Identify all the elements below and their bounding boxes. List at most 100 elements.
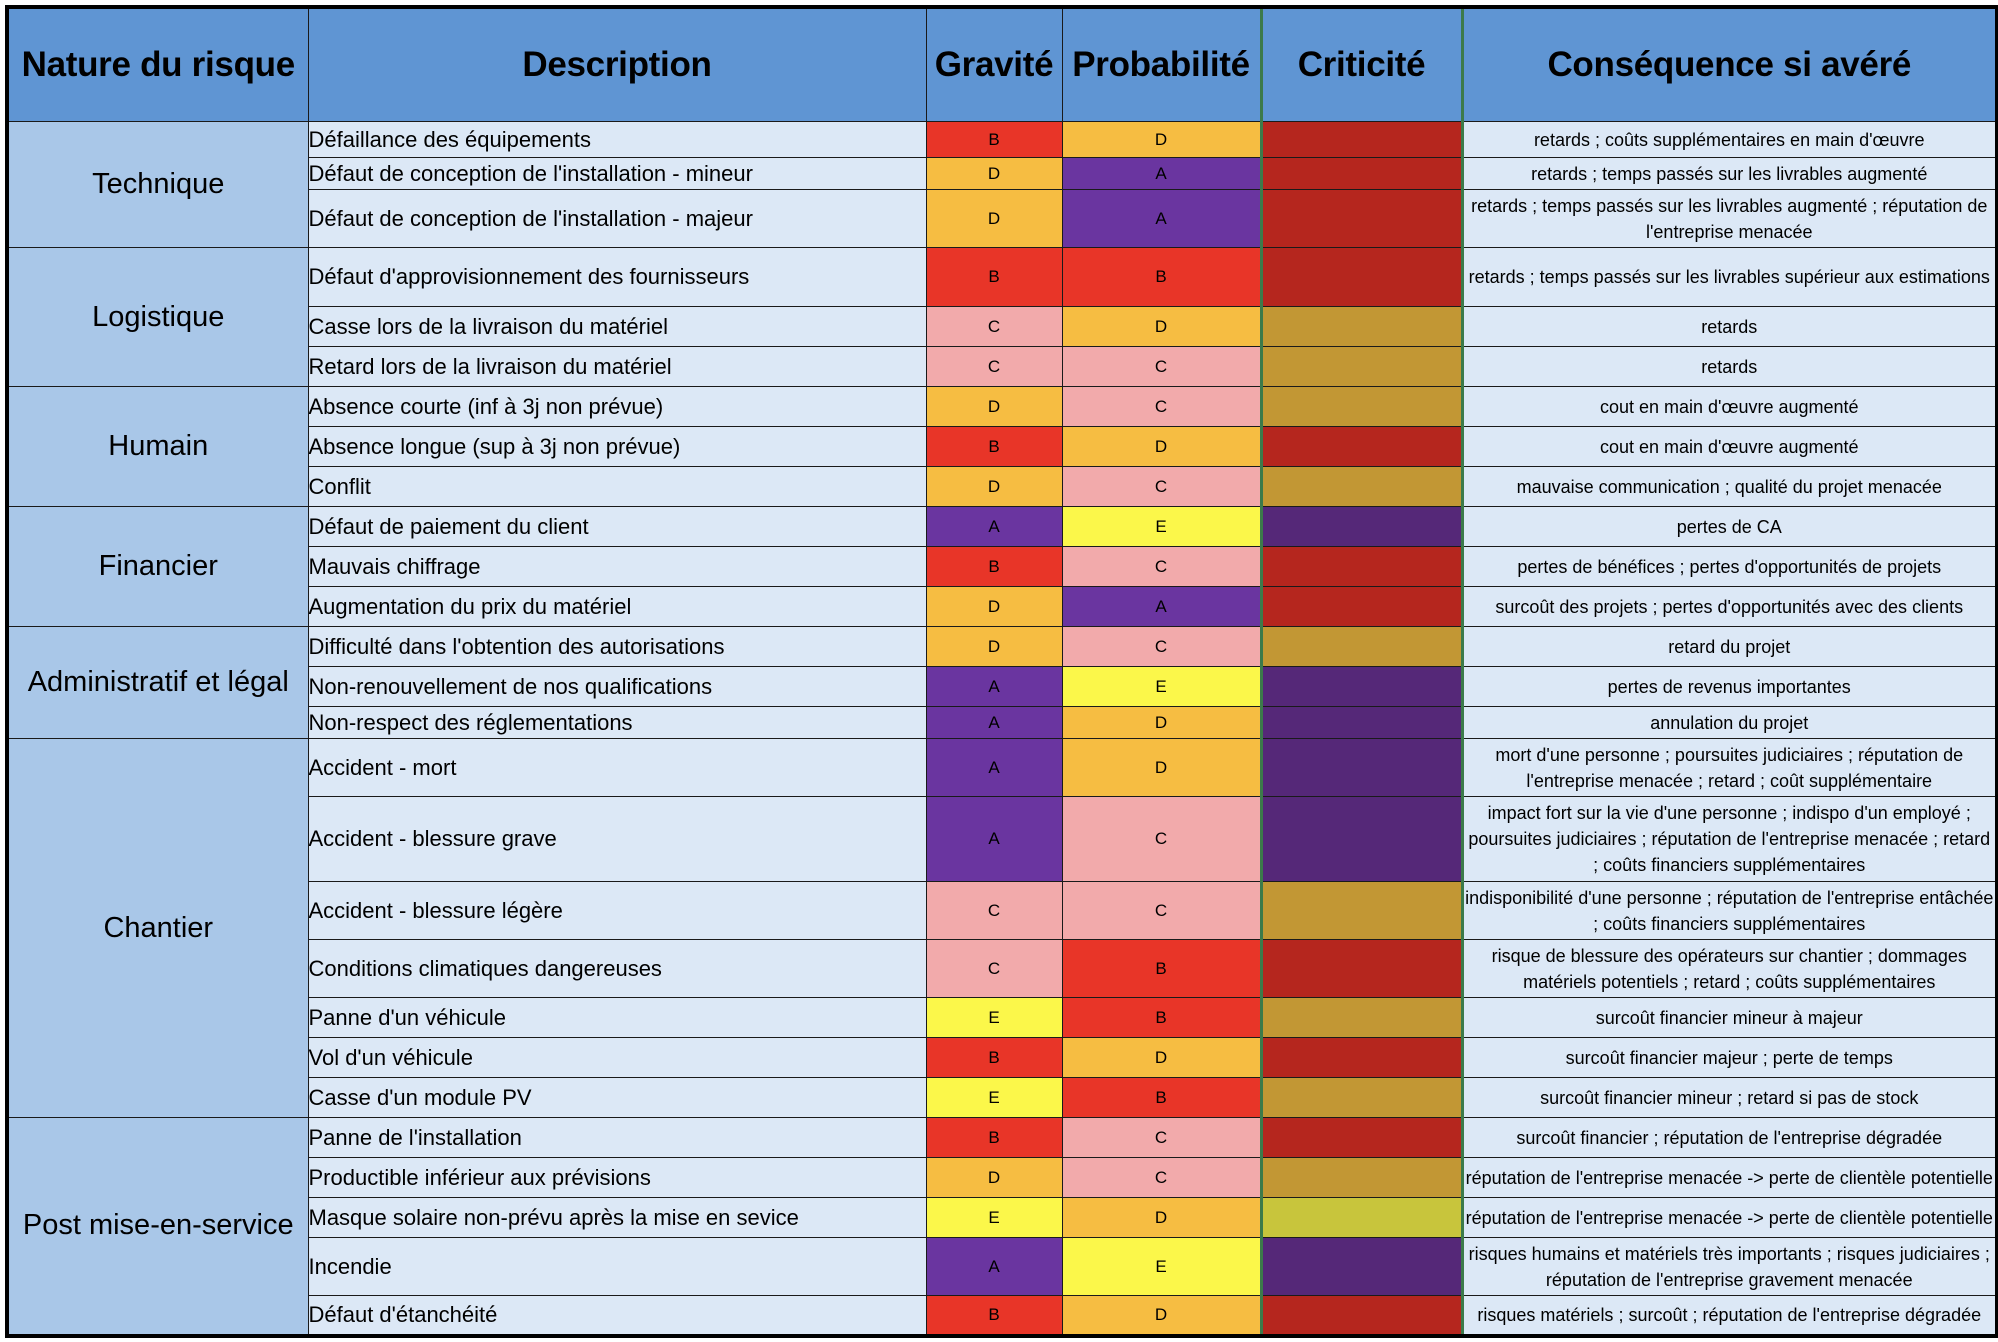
consequence-cell[interactable]: risques matériels ; surcoût ; réputation… <box>1461 1295 1998 1336</box>
gravite-cell[interactable]: A <box>925 506 1063 547</box>
probabilite-cell[interactable]: B <box>1061 1077 1262 1118</box>
probabilite-cell[interactable]: C <box>1061 546 1262 587</box>
category-cell[interactable]: Financier <box>6 506 309 627</box>
consequence-cell[interactable]: cout en main d'œuvre augmenté <box>1461 386 1998 427</box>
description-cell[interactable]: Défaut de conception de l'installation -… <box>307 189 927 248</box>
description-cell[interactable]: Productible inférieur aux prévisions <box>307 1157 927 1198</box>
gravite-cell[interactable]: D <box>925 157 1063 190</box>
gravite-cell[interactable]: B <box>925 247 1063 307</box>
consequence-cell[interactable]: retard du projet <box>1461 626 1998 667</box>
gravite-cell[interactable]: C <box>925 881 1063 940</box>
probabilite-cell[interactable]: A <box>1061 189 1262 248</box>
probabilite-cell[interactable]: C <box>1061 881 1262 940</box>
probabilite-cell[interactable]: D <box>1061 1197 1262 1238</box>
description-cell[interactable]: Retard lors de la livraison du matériel <box>307 346 927 387</box>
probabilite-cell[interactable]: C <box>1061 1157 1262 1198</box>
probabilite-cell[interactable]: A <box>1061 157 1262 190</box>
criticite-cell[interactable] <box>1259 1295 1464 1337</box>
description-cell[interactable]: Vol d'un véhicule <box>307 1037 927 1078</box>
criticite-cell[interactable] <box>1259 738 1464 797</box>
criticite-cell[interactable] <box>1259 1197 1464 1238</box>
description-cell[interactable]: Défaillance des équipements <box>307 121 927 158</box>
description-cell[interactable]: Difficulté dans l'obtention des autorisa… <box>307 626 927 667</box>
probabilite-cell[interactable]: B <box>1061 939 1262 998</box>
criticite-cell[interactable] <box>1259 1037 1464 1078</box>
category-cell[interactable]: Technique <box>6 121 309 248</box>
consequence-cell[interactable]: cout en main d'œuvre augmenté <box>1461 426 1998 467</box>
header-description[interactable]: Description <box>307 6 927 122</box>
gravite-cell[interactable]: C <box>925 306 1063 347</box>
criticite-cell[interactable] <box>1259 546 1464 587</box>
gravite-cell[interactable]: C <box>925 939 1063 998</box>
consequence-cell[interactable]: retards <box>1461 346 1998 387</box>
gravite-cell[interactable]: A <box>925 666 1063 707</box>
criticite-cell[interactable] <box>1259 626 1464 667</box>
criticite-cell[interactable] <box>1259 881 1464 940</box>
consequence-cell[interactable]: pertes de CA <box>1461 506 1998 547</box>
gravite-cell[interactable]: B <box>925 426 1063 467</box>
header-criticite[interactable]: Criticité <box>1259 5 1464 122</box>
criticite-cell[interactable] <box>1259 466 1464 507</box>
consequence-cell[interactable]: annulation du projet <box>1461 706 1998 739</box>
description-cell[interactable]: Augmentation du prix du matériel <box>307 586 927 627</box>
category-cell[interactable]: Chantier <box>6 738 309 1118</box>
criticite-cell[interactable] <box>1259 306 1464 347</box>
gravite-cell[interactable]: C <box>925 346 1063 387</box>
gravite-cell[interactable]: E <box>925 1197 1063 1238</box>
consequence-cell[interactable]: surcoût financier mineur à majeur <box>1461 997 1998 1038</box>
gravite-cell[interactable]: A <box>925 706 1063 739</box>
criticite-cell[interactable] <box>1259 666 1464 707</box>
consequence-cell[interactable]: retards ; temps passés sur les livrables… <box>1461 189 1998 248</box>
description-cell[interactable]: Casse d'un module PV <box>307 1077 927 1118</box>
gravite-cell[interactable]: A <box>925 1237 1063 1296</box>
probabilite-cell[interactable]: A <box>1061 586 1262 627</box>
header-consequence[interactable]: Conséquence si avéré <box>1461 6 1998 122</box>
description-cell[interactable]: Panne d'un véhicule <box>307 997 927 1038</box>
criticite-cell[interactable] <box>1259 247 1464 307</box>
consequence-cell[interactable]: indisponibilité d'une personne ; réputat… <box>1461 881 1998 940</box>
gravite-cell[interactable]: D <box>925 1157 1063 1198</box>
description-cell[interactable]: Masque solaire non-prévu après la mise e… <box>307 1197 927 1238</box>
probabilite-cell[interactable]: D <box>1061 738 1262 797</box>
criticite-cell[interactable] <box>1259 706 1464 739</box>
criticite-cell[interactable] <box>1259 189 1464 248</box>
probabilite-cell[interactable]: D <box>1061 1037 1262 1078</box>
probabilite-cell[interactable]: B <box>1061 997 1262 1038</box>
gravite-cell[interactable]: D <box>925 586 1063 627</box>
probabilite-cell[interactable]: C <box>1061 796 1262 882</box>
probabilite-cell[interactable]: C <box>1061 626 1262 667</box>
consequence-cell[interactable]: retards ; temps passés sur les livrables… <box>1461 247 1998 307</box>
probabilite-cell[interactable]: D <box>1061 306 1262 347</box>
description-cell[interactable]: Défaut d'approvisionnement des fournisse… <box>307 247 927 307</box>
description-cell[interactable]: Incendie <box>307 1237 927 1296</box>
consequence-cell[interactable]: risque de blessure des opérateurs sur ch… <box>1461 939 1998 998</box>
criticite-cell[interactable] <box>1259 1077 1464 1118</box>
probabilite-cell[interactable]: C <box>1061 1117 1262 1158</box>
criticite-cell[interactable] <box>1259 426 1464 467</box>
description-cell[interactable]: Conflit <box>307 466 927 507</box>
consequence-cell[interactable]: retards ; temps passés sur les livrables… <box>1461 157 1998 190</box>
description-cell[interactable]: Absence longue (sup à 3j non prévue) <box>307 426 927 467</box>
header-probabilite[interactable]: Probabilité <box>1061 6 1262 122</box>
consequence-cell[interactable]: pertes de bénéfices ; pertes d'opportuni… <box>1461 546 1998 587</box>
probabilite-cell[interactable]: E <box>1061 506 1262 547</box>
consequence-cell[interactable]: surcoût financier ; réputation de l'entr… <box>1461 1117 1998 1158</box>
description-cell[interactable]: Mauvais chiffrage <box>307 546 927 587</box>
gravite-cell[interactable]: E <box>925 997 1063 1038</box>
gravite-cell[interactable]: D <box>925 626 1063 667</box>
criticite-cell[interactable] <box>1259 506 1464 547</box>
description-cell[interactable]: Non-respect des réglementations <box>307 706 927 739</box>
criticite-cell[interactable] <box>1259 1157 1464 1198</box>
category-cell[interactable]: Administratif et légal <box>6 626 309 739</box>
gravite-cell[interactable]: B <box>925 1117 1063 1158</box>
description-cell[interactable]: Absence courte (inf à 3j non prévue) <box>307 386 927 427</box>
description-cell[interactable]: Non-renouvellement de nos qualifications <box>307 666 927 707</box>
description-cell[interactable]: Défaut d'étanchéité <box>307 1295 927 1336</box>
consequence-cell[interactable]: mort d'une personne ; poursuites judicia… <box>1461 738 1998 797</box>
consequence-cell[interactable]: surcoût financier majeur ; perte de temp… <box>1461 1037 1998 1078</box>
criticite-cell[interactable] <box>1259 586 1464 627</box>
consequence-cell[interactable]: risques humains et matériels très import… <box>1461 1237 1998 1296</box>
description-cell[interactable]: Défaut de conception de l'installation -… <box>307 157 927 190</box>
gravite-cell[interactable]: B <box>925 1295 1063 1336</box>
criticite-cell[interactable] <box>1259 1117 1464 1158</box>
